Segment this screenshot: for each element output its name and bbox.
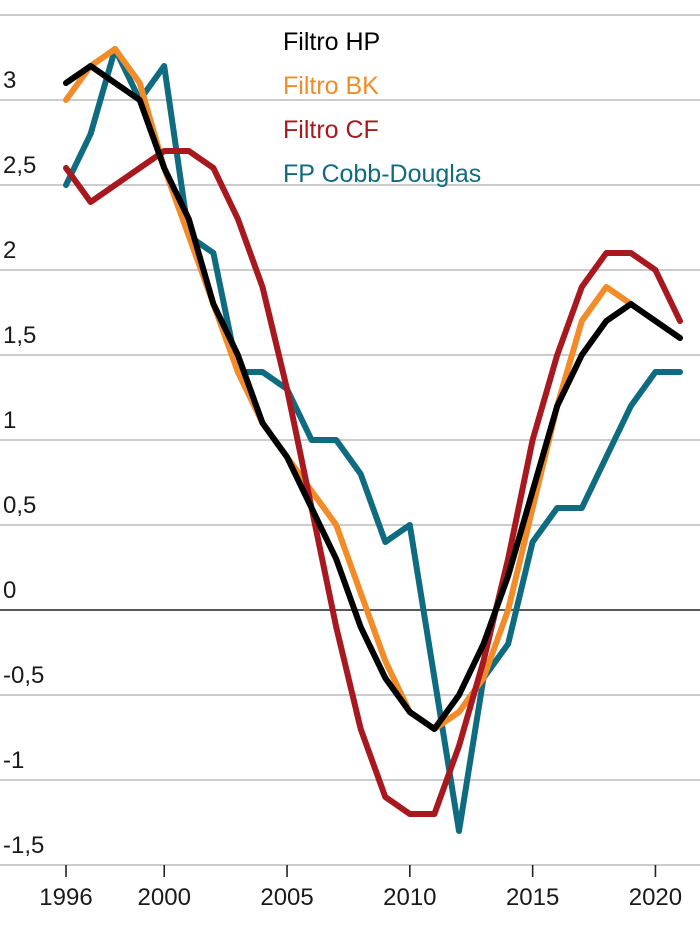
y-tick-label: 2 [3,237,16,264]
series-line-fp-cobb-douglas [63,46,683,834]
legend-entry: FP Cobb-Douglas [283,160,481,188]
y-tick-label: 0,5 [3,492,36,519]
x-tick-label: 2010 [383,884,436,911]
y-axis: 3 2,5 2 1,5 1 0,5 0 -0,5 -1 -1,5 [3,67,44,859]
legend-entry: Filtro CF [283,116,379,144]
y-tick-label: -1,5 [3,832,44,859]
y-tick-label: 2,5 [3,152,36,179]
y-tick-label: 1,5 [3,322,36,349]
x-tick-label: 2005 [260,884,313,911]
legend-entry: Filtro HP [283,28,380,56]
x-tick-label: 2020 [629,884,682,911]
plot-area [63,46,683,834]
y-tick-label: 1 [3,407,16,434]
series-line-filtro-hp [63,63,683,732]
legend: Filtro HP Filtro BK Filtro CF FP Cobb-Dougl… [283,28,481,188]
y-tick-label: 0 [3,577,16,604]
y-tick-label: -0,5 [3,662,44,689]
x-tick-label: 2015 [506,884,559,911]
x-axis: 1996 2000 2005 2010 2015 2020 [39,865,682,911]
series-line-filtro-cf [63,148,683,817]
y-tick-label: 3 [3,67,16,94]
x-tick-label: 1996 [39,884,92,911]
x-tick-label: 2000 [138,884,191,911]
y-tick-label: -1 [3,747,24,774]
legend-entry: Filtro BK [283,72,379,100]
